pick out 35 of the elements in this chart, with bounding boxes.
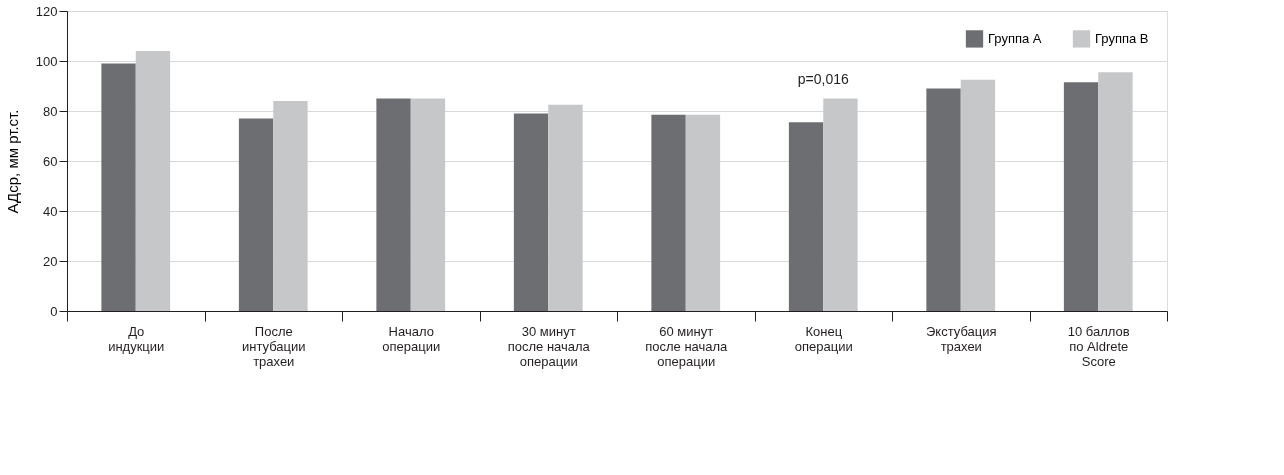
y-tick-label: 120 [35, 3, 58, 19]
x-tick-label: 60 минут после начала операции [645, 323, 729, 369]
bar [273, 101, 308, 311]
bar [1098, 72, 1133, 311]
legend-label: Группа В [1095, 30, 1149, 46]
bar [238, 118, 274, 311]
bar [376, 98, 411, 311]
x-tick-label: 30 минут после начала операции [507, 323, 591, 369]
y-tick-label: 100 [35, 53, 58, 69]
bar [685, 114, 721, 311]
y-tick-label: 20 [43, 253, 58, 269]
bar [101, 63, 136, 311]
y-tick-label: 80 [43, 103, 58, 119]
x-tick-label: До индукции [108, 323, 165, 354]
bar [926, 88, 961, 311]
y-tick-label: 40 [43, 203, 58, 219]
bar [651, 114, 686, 311]
y-tick-label: 0 [50, 303, 58, 319]
bar [513, 113, 549, 311]
y-tick-label: 60 [43, 153, 58, 169]
x-tick-label: Экстубация трахеи [925, 323, 997, 354]
x-tick-label: Конец операции [794, 323, 853, 354]
bar [960, 79, 996, 311]
bar [410, 98, 446, 311]
bar [135, 51, 171, 311]
bar [788, 122, 824, 311]
annotation: p=0,016 [797, 70, 849, 87]
bar [1063, 82, 1099, 311]
y-axis-title: АДср, мм рт.ст. [3, 109, 21, 214]
legend-label: Группа А [988, 30, 1042, 46]
x-tick-label: 10 баллов по Aldrete Score [1067, 323, 1130, 369]
bar [548, 104, 583, 311]
x-tick-label: После интубации трахеи [241, 323, 306, 369]
bar [823, 98, 858, 311]
x-tick-label: Начало операции [382, 323, 441, 354]
